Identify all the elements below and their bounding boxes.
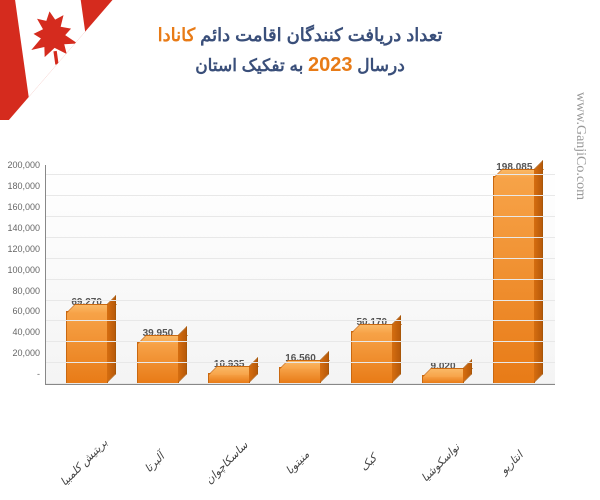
bar-group: 16,560: [270, 353, 330, 384]
x-tick-label: انتاریو: [486, 437, 538, 489]
subtitle-highlight-year: 2023: [308, 54, 353, 76]
bar: [66, 311, 108, 384]
y-tick-label: 120,000: [7, 244, 40, 254]
watermark-url: www.GanjiCo.com: [572, 92, 588, 200]
gridline: [46, 362, 555, 363]
gridline: [46, 174, 555, 175]
gridline: [46, 258, 555, 259]
gridline: [46, 320, 555, 321]
y-tick-label: 140,000: [7, 223, 40, 233]
x-tick-label: آلبرتا: [129, 437, 181, 489]
subtitle-prefix: درسال: [353, 56, 405, 75]
x-tick-label: بریتیش کلمبیا: [57, 437, 109, 489]
y-tick-label: 200,000: [7, 160, 40, 170]
title-highlight-country: کانادا: [158, 25, 196, 45]
y-tick-label: 60,000: [12, 306, 40, 316]
gridline: [46, 341, 555, 342]
y-tick-label: 80,000: [12, 286, 40, 296]
x-tick-label: کبک: [343, 437, 395, 489]
gridline: [46, 237, 555, 238]
x-tick-label: منیتوبا: [272, 437, 324, 489]
bar: [493, 176, 535, 384]
x-tick-label: نواسکوشیا: [415, 437, 467, 489]
title-prefix: تعداد دریافت کنندگان اقامت دائم: [195, 25, 442, 45]
bar: [351, 331, 393, 384]
bar-chart: 69,27039,95010,93516,56050,1709,020198,0…: [45, 165, 555, 445]
plot-area: 69,27039,95010,93516,56050,1709,020198,0…: [45, 165, 555, 385]
x-tick-label: ساسکاچوان: [200, 437, 252, 489]
gridline: [46, 300, 555, 301]
x-axis-labels: بریتیش کلمبیاآلبرتاساسکاچوانمنیتوباکبکنو…: [45, 451, 555, 464]
gridline: [46, 383, 555, 384]
bar-group: 50,170: [342, 317, 402, 384]
subtitle-suffix: به تفکیک استان: [195, 56, 308, 75]
y-tick-label: 40,000: [12, 327, 40, 337]
y-tick-label: -: [37, 369, 40, 379]
bar: [279, 367, 321, 384]
gridline: [46, 216, 555, 217]
gridline: [46, 279, 555, 280]
y-tick-label: 100,000: [7, 265, 40, 275]
bars-row: 69,27039,95010,93516,56050,1709,020198,0…: [46, 165, 555, 384]
y-tick-label: 160,000: [7, 202, 40, 212]
bar-group: 9,020: [413, 361, 473, 384]
gridline: [46, 195, 555, 196]
canada-flag-icon: [0, 0, 140, 120]
y-tick-label: 20,000: [12, 348, 40, 358]
bar-group: 39,950: [128, 328, 188, 384]
y-tick-label: 180,000: [7, 181, 40, 191]
